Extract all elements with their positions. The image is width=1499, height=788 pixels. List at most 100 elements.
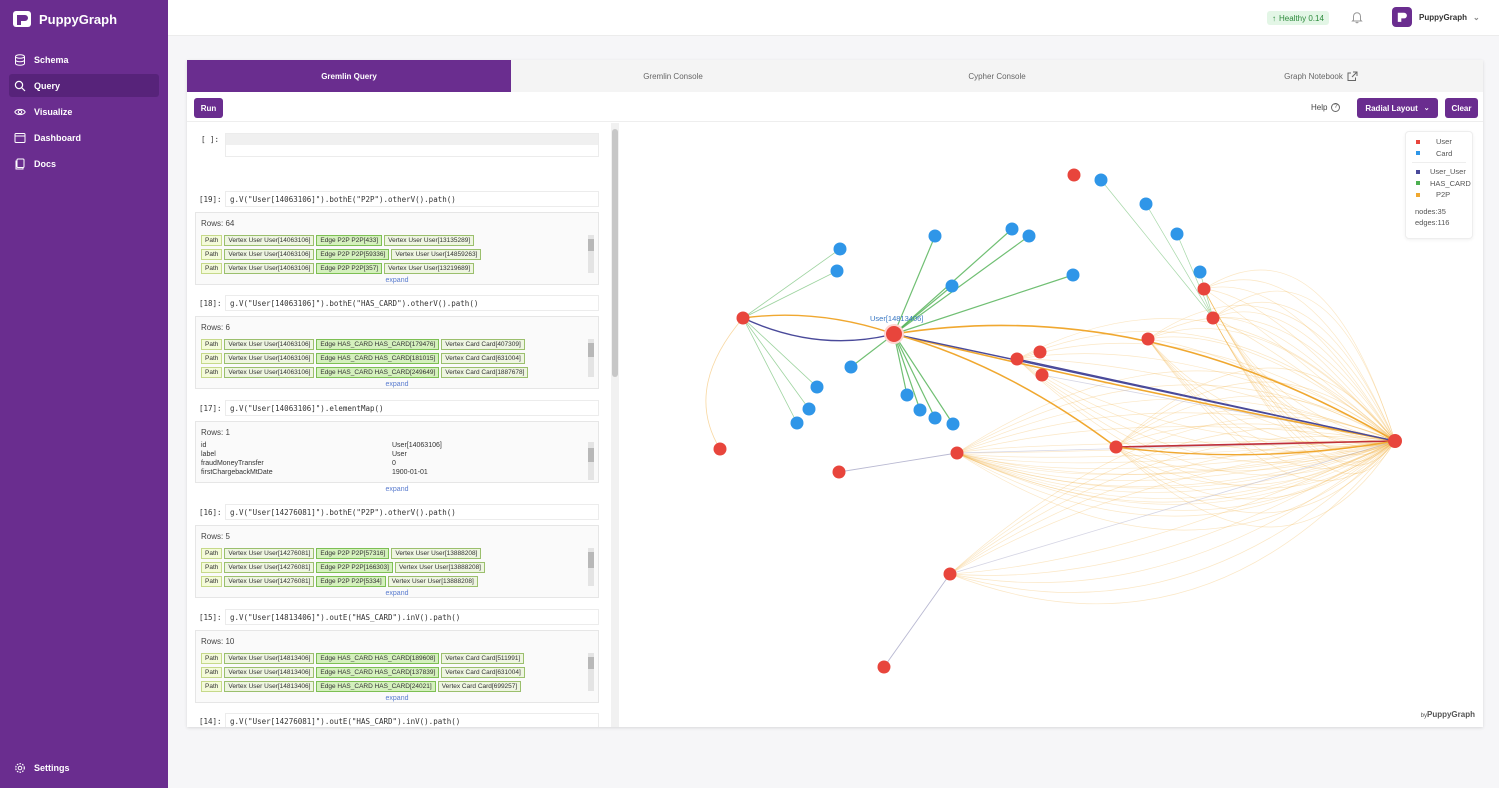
vertex-chip[interactable]: Vertex Card Card[631004]: [441, 352, 525, 364]
edge-chip[interactable]: Edge HAS_CARD HAS_CARD[179476]: [316, 338, 440, 350]
expand-link[interactable]: expand: [385, 486, 409, 493]
path-chip[interactable]: Path: [201, 547, 223, 559]
expand-link[interactable]: expand: [385, 277, 409, 284]
vertex-chip[interactable]: Vertex Card Card[699257]: [437, 680, 522, 692]
run-button[interactable]: Run: [194, 98, 223, 118]
sidebar-item-visualize[interactable]: Visualize: [9, 100, 159, 123]
user-node[interactable]: [1033, 345, 1047, 359]
user-node[interactable]: [1206, 311, 1220, 325]
result-scrollbar[interactable]: [588, 442, 594, 480]
help-link[interactable]: Help ?: [1311, 103, 1341, 112]
vertex-chip[interactable]: Vertex Card Card[407309]: [441, 338, 525, 350]
expand-link[interactable]: expand: [385, 590, 409, 597]
card-node[interactable]: [946, 417, 960, 431]
user-node[interactable]: [1067, 168, 1081, 182]
user-node[interactable]: [1010, 352, 1024, 366]
sidebar-item-query[interactable]: Query: [9, 74, 159, 97]
vertex-chip[interactable]: Vertex User User[13219689]: [384, 262, 475, 274]
vertex-chip[interactable]: Vertex Card Card[511991]: [441, 652, 525, 664]
result-scrollbar[interactable]: [588, 339, 594, 377]
vertex-chip[interactable]: Vertex User User[13888208]: [387, 575, 478, 587]
vertex-chip[interactable]: Vertex User User[13888208]: [394, 561, 485, 573]
path-chip[interactable]: Path: [201, 338, 223, 350]
vertex-chip[interactable]: Vertex User User[14813406]: [224, 652, 315, 664]
tab-graph-notebook[interactable]: Graph Notebook: [1159, 60, 1483, 92]
edge-chip[interactable]: Edge P2P P2P[433]: [316, 234, 383, 246]
vertex-chip[interactable]: Vertex User User[14813406]: [224, 680, 315, 692]
user-node[interactable]: [1197, 282, 1211, 296]
card-node[interactable]: [945, 279, 959, 293]
query-command[interactable]: g.V("User[14276081]").bothE("P2P").other…: [225, 504, 599, 520]
card-node[interactable]: [790, 416, 804, 430]
query-command[interactable]: g.V("User[14276081]").outE("HAS_CARD").i…: [225, 713, 599, 727]
path-chip[interactable]: Path: [201, 575, 223, 587]
path-chip[interactable]: Path: [201, 680, 223, 692]
path-chip[interactable]: Path: [201, 248, 223, 260]
card-node[interactable]: [1066, 268, 1080, 282]
sidebar-item-dashboard[interactable]: Dashboard: [9, 126, 159, 149]
expand-link[interactable]: expand: [385, 695, 409, 702]
user-node-hub[interactable]: [1388, 434, 1402, 448]
card-node[interactable]: [830, 264, 844, 278]
user-node[interactable]: [736, 311, 750, 325]
vertex-chip[interactable]: Vertex User User[14063106]: [224, 352, 315, 364]
path-chip[interactable]: Path: [201, 366, 223, 378]
edge-chip[interactable]: Edge P2P P2P[166303]: [316, 561, 393, 573]
result-scrollbar[interactable]: [588, 653, 594, 691]
sidebar-item-schema[interactable]: Schema: [9, 48, 159, 71]
edge-chip[interactable]: Edge P2P P2P[57316]: [316, 547, 390, 559]
card-node[interactable]: [1022, 229, 1036, 243]
user-node[interactable]: [713, 442, 727, 456]
card-node[interactable]: [1193, 265, 1207, 279]
path-chip[interactable]: Path: [201, 234, 223, 246]
user-menu[interactable]: PuppyGraph ⌄: [1392, 7, 1480, 27]
vertex-chip[interactable]: Vertex User User[13135289]: [384, 234, 475, 246]
card-node[interactable]: [928, 229, 942, 243]
card-node[interactable]: [928, 411, 942, 425]
tab-cypher-console[interactable]: Cypher Console: [835, 60, 1159, 92]
vertex-chip[interactable]: Vertex User User[14063106]: [224, 248, 315, 260]
path-chip[interactable]: Path: [201, 561, 223, 573]
sidebar-item-settings[interactable]: Settings: [9, 756, 159, 779]
edge-chip[interactable]: Edge HAS_CARD HAS_CARD[181015]: [316, 352, 440, 364]
graph-svg[interactable]: User[14813406]: [619, 123, 1483, 727]
tab-gremlin-console[interactable]: Gremlin Console: [511, 60, 835, 92]
card-node[interactable]: [1170, 227, 1184, 241]
card-node[interactable]: [1139, 197, 1153, 211]
edge-chip[interactable]: Edge P2P P2P[357]: [316, 262, 383, 274]
edge-chip[interactable]: Edge P2P P2P[59336]: [316, 248, 390, 260]
user-node[interactable]: [832, 465, 846, 479]
card-node[interactable]: [900, 388, 914, 402]
user-node[interactable]: [1141, 332, 1155, 346]
vertex-chip[interactable]: Vertex User User[14813406]: [224, 666, 315, 678]
card-node[interactable]: [1005, 222, 1019, 236]
query-command[interactable]: g.V("User[14063106]").bothE("HAS_CARD").…: [225, 295, 599, 311]
vertex-chip[interactable]: Vertex User User[14859263]: [391, 248, 482, 260]
query-panel-scrollbar[interactable]: [611, 123, 619, 727]
vertex-chip[interactable]: Vertex User User[14276081]: [224, 547, 315, 559]
path-chip[interactable]: Path: [201, 352, 223, 364]
vertex-chip[interactable]: Vertex Card Card[1887678]: [441, 366, 529, 378]
user-node[interactable]: [877, 660, 891, 674]
selected-node-label[interactable]: User[14813406]: [870, 314, 923, 323]
result-scrollbar[interactable]: [588, 548, 594, 586]
card-node[interactable]: [1094, 173, 1108, 187]
vertex-chip[interactable]: Vertex User User[13888208]: [391, 547, 482, 559]
card-node[interactable]: [844, 360, 858, 374]
scrollbar-thumb[interactable]: [612, 129, 618, 377]
vertex-chip[interactable]: Vertex User User[14063106]: [224, 262, 315, 274]
result-scrollbar[interactable]: [588, 235, 594, 273]
graph-canvas[interactable]: User[14813406] User Card User_User HAS_C…: [619, 123, 1483, 727]
card-node[interactable]: [913, 403, 927, 417]
tab-gremlin-query[interactable]: Gremlin Query: [187, 60, 511, 92]
clear-button[interactable]: Clear: [1445, 98, 1478, 118]
edge-chip[interactable]: Edge HAS_CARD HAS_CARD[24021]: [316, 680, 436, 692]
path-chip[interactable]: Path: [201, 262, 223, 274]
vertex-chip[interactable]: Vertex User User[14276081]: [224, 575, 315, 587]
card-node[interactable]: [802, 402, 816, 416]
query-command[interactable]: g.V("User[14063106]").elementMap(): [225, 400, 599, 416]
edge-chip[interactable]: Edge HAS_CARD HAS_CARD[249649]: [316, 366, 440, 378]
card-node[interactable]: [810, 380, 824, 394]
edge-chip[interactable]: Edge HAS_CARD HAS_CARD[189608]: [316, 652, 440, 664]
query-input[interactable]: [225, 133, 599, 157]
